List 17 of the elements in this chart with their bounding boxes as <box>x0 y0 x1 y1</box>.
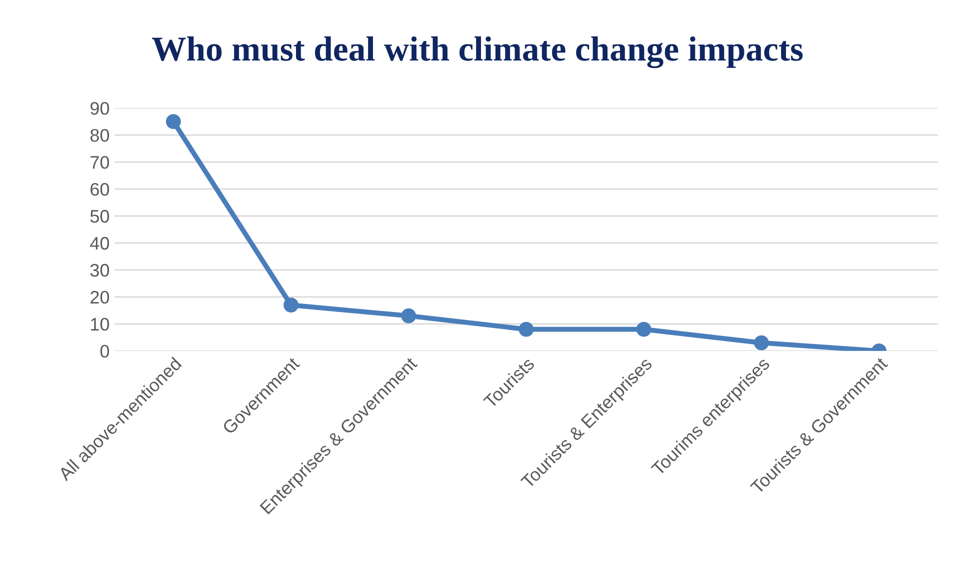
y-tick-label: 30 <box>90 264 110 277</box>
point <box>518 322 534 337</box>
point <box>284 298 298 313</box>
point <box>754 335 769 350</box>
y-tick-label: 80 <box>90 128 110 142</box>
y-tick-label: 90 <box>90 102 110 115</box>
y-tick-label: 0 <box>100 344 110 358</box>
point <box>401 308 416 324</box>
y-tick-label: 50 <box>90 210 110 223</box>
y-tick-label: 60 <box>90 182 110 196</box>
y-tick-label: 70 <box>90 156 110 169</box>
y-tick-label: 20 <box>90 290 110 304</box>
y-tick-label: 10 <box>91 318 110 331</box>
chart-title: Who must deal with climate change impacts <box>152 36 803 68</box>
point <box>636 322 652 337</box>
y-tick-label: 40 <box>90 236 110 250</box>
point <box>166 114 181 130</box>
